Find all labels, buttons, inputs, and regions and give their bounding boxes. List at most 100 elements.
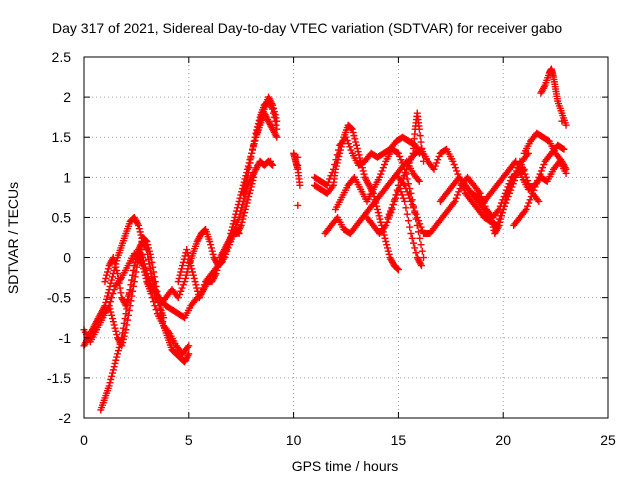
- data-point: [244, 196, 252, 204]
- data-point: [184, 249, 192, 257]
- data-point: [454, 191, 462, 199]
- data-point: [185, 255, 193, 263]
- data-point: [101, 278, 109, 286]
- series-track-d: [105, 234, 193, 366]
- data-point: [121, 329, 129, 337]
- data-point: [112, 263, 120, 271]
- series-track-n: [311, 121, 402, 274]
- data-point: [108, 294, 116, 302]
- data-point: [150, 268, 158, 276]
- data-point: [385, 210, 393, 218]
- data-point: [358, 160, 366, 168]
- data-point: [176, 290, 184, 298]
- series-track-u: [436, 157, 543, 237]
- data-point: [393, 148, 401, 156]
- data-point: [206, 238, 214, 246]
- data-point: [487, 217, 495, 225]
- data-point: [185, 350, 193, 358]
- data-point: [179, 262, 187, 270]
- data-point: [140, 260, 148, 268]
- data-point: [228, 223, 236, 231]
- data-point: [498, 212, 506, 220]
- chart-title: Day 317 of 2021, Sidereal Day-to-day VTE…: [52, 20, 562, 36]
- data-point: [511, 170, 519, 178]
- x-tick-label: 20: [495, 432, 511, 448]
- data-point: [351, 135, 359, 143]
- data-point: [112, 327, 120, 335]
- data-point: [254, 161, 262, 169]
- x-axis-label: GPS time / hours: [292, 458, 399, 474]
- data-point: [451, 164, 459, 172]
- data-point: [103, 268, 111, 276]
- series-track-l: [290, 149, 304, 189]
- data-point: [269, 109, 277, 117]
- data-point: [114, 270, 122, 278]
- data-point: [417, 223, 425, 231]
- data-point: [110, 363, 118, 371]
- data-point: [157, 310, 165, 318]
- data-point: [416, 220, 424, 228]
- data-point: [537, 167, 545, 175]
- data-point: [374, 209, 382, 217]
- data-point: [184, 351, 192, 359]
- data-point: [412, 249, 420, 257]
- data-point: [220, 254, 228, 262]
- data-point: [377, 170, 385, 178]
- data-point: [455, 188, 463, 196]
- data-point: [358, 164, 366, 172]
- data-point: [109, 369, 117, 377]
- data-point: [350, 132, 358, 140]
- data-point: [268, 160, 276, 168]
- data-point: [111, 359, 119, 367]
- plot-frame: [83, 56, 609, 419]
- data-point: [475, 188, 483, 196]
- series-track-o: [321, 157, 423, 237]
- data-point: [153, 295, 161, 303]
- data-point: [200, 281, 208, 289]
- data-point: [106, 305, 114, 313]
- data-point: [375, 212, 383, 220]
- data-point: [430, 165, 438, 173]
- data-point: [240, 212, 248, 220]
- data-point: [397, 156, 405, 164]
- data-point: [148, 284, 156, 292]
- data-point: [345, 140, 353, 148]
- data-point: [208, 247, 216, 255]
- data-point: [144, 241, 152, 249]
- data-point: [522, 205, 530, 213]
- data-point: [398, 159, 406, 167]
- data-point: [129, 266, 137, 274]
- data-point: [339, 136, 347, 144]
- data-point: [230, 217, 238, 225]
- series-track-j: [239, 97, 281, 197]
- data-point: [416, 132, 424, 140]
- data-point: [137, 242, 145, 250]
- data-point: [417, 241, 425, 249]
- data-point: [503, 189, 511, 197]
- series-track-v: [468, 157, 570, 205]
- data-point: [141, 263, 149, 271]
- data-point: [227, 229, 235, 237]
- data-point: [413, 213, 421, 221]
- data-point: [114, 350, 122, 358]
- data-point: [138, 252, 146, 260]
- y-tick-label: 0: [63, 250, 71, 266]
- data-point: [409, 239, 417, 247]
- data-point: [150, 273, 158, 281]
- data-point: [209, 250, 217, 258]
- data-point: [513, 160, 521, 168]
- data-point: [525, 199, 533, 207]
- data-point: [272, 121, 280, 129]
- data-point: [114, 347, 122, 355]
- data-point: [247, 154, 255, 162]
- data-point: [406, 194, 414, 202]
- data-point: [400, 172, 408, 180]
- data-point: [148, 258, 156, 266]
- y-tick-label: 2: [63, 89, 71, 105]
- data-point: [391, 194, 399, 202]
- data-point: [144, 273, 152, 281]
- data-point: [246, 189, 254, 197]
- data-point: [382, 221, 390, 229]
- x-tick-label: 15: [391, 432, 407, 448]
- data-point: [323, 181, 331, 189]
